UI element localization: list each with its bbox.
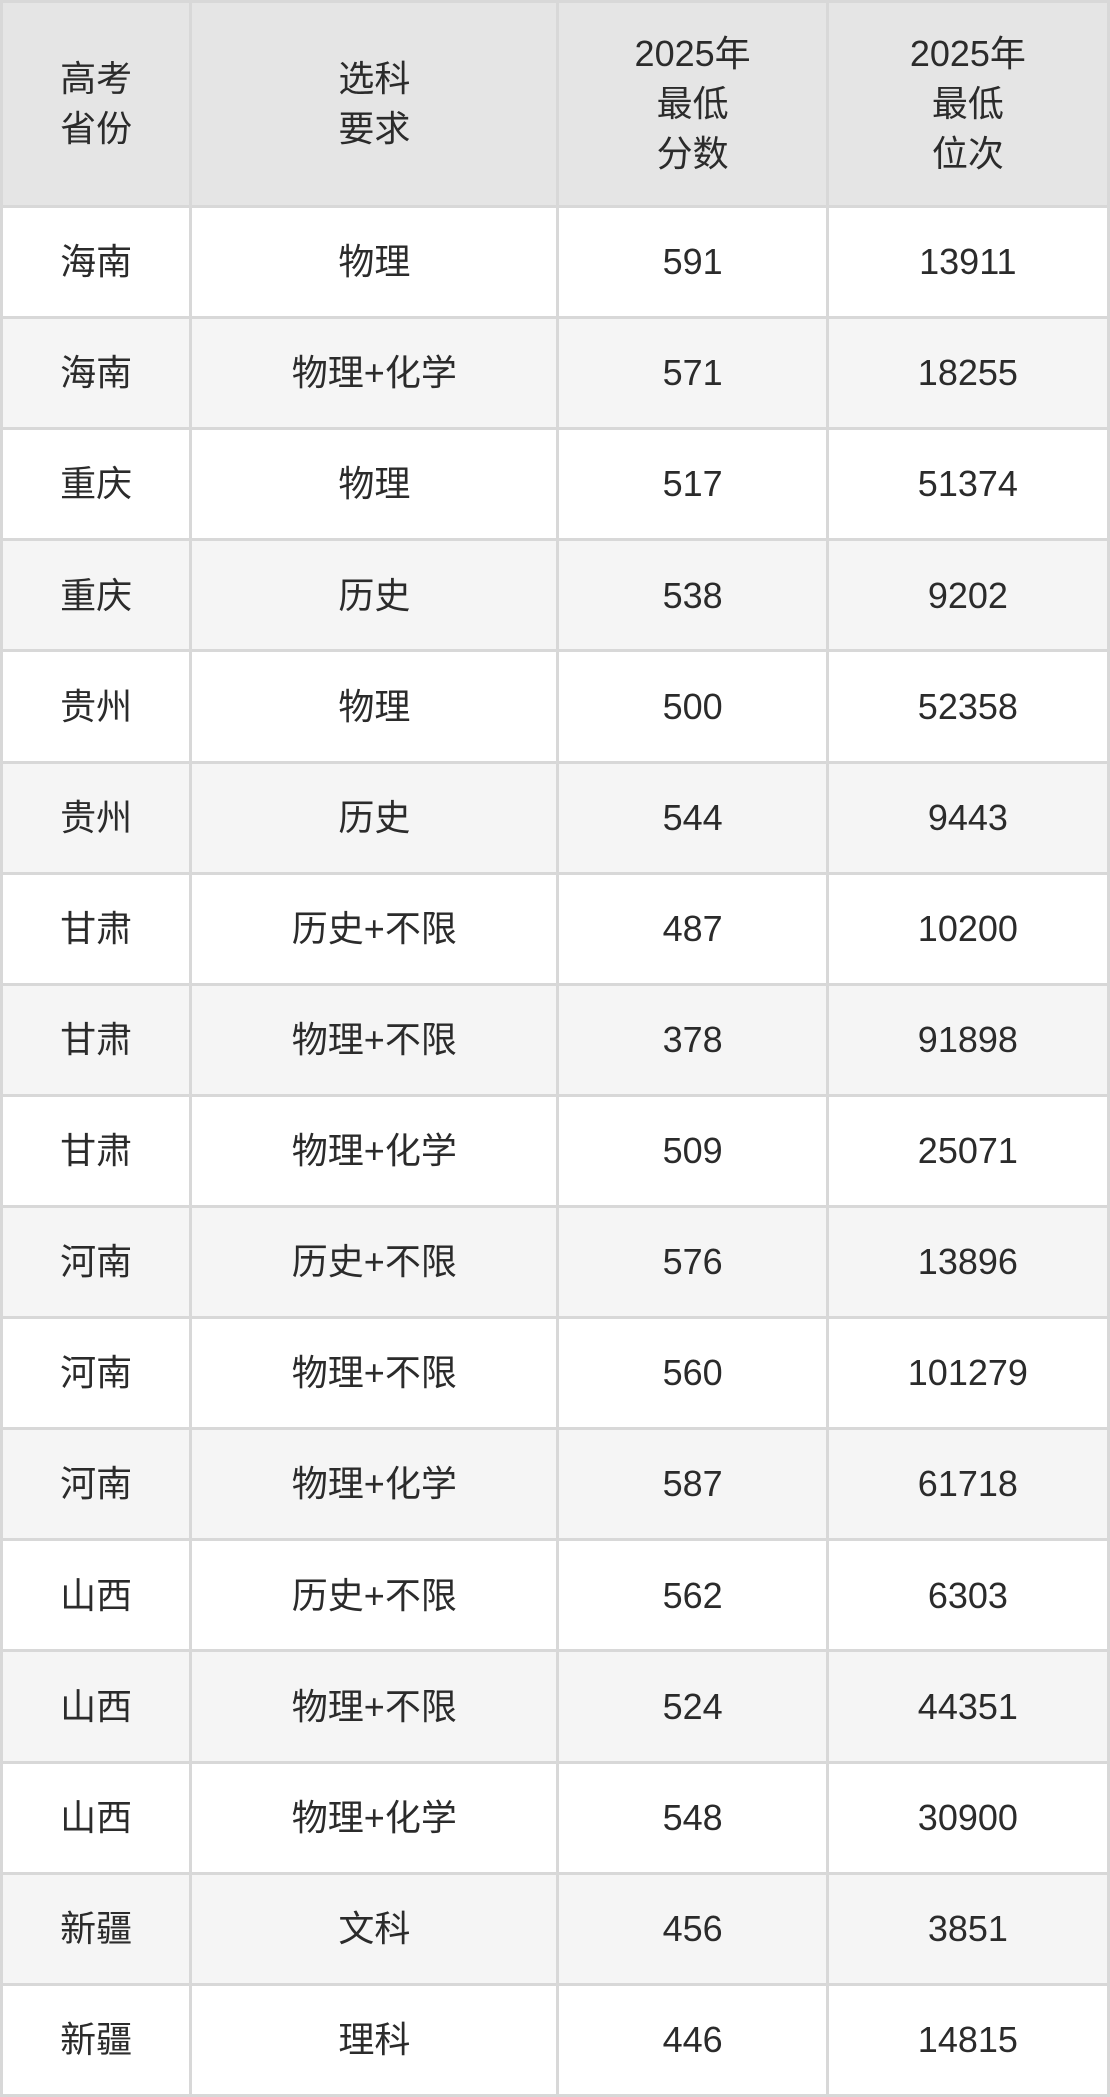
cell-province: 海南	[3, 319, 190, 428]
cell-subject-requirement: 历史+不限	[192, 1541, 557, 1650]
table-row: 山西 物理+不限 524 44351	[3, 1652, 1107, 1761]
table-row: 甘肃 历史+不限 487 10200	[3, 874, 1107, 983]
cell-min-score: 378	[559, 985, 826, 1094]
cell-min-score: 587	[559, 1430, 826, 1539]
cell-min-rank: 44351	[828, 1652, 1107, 1761]
table-row: 山西 历史+不限 562 6303	[3, 1541, 1107, 1650]
cell-province: 山西	[3, 1652, 190, 1761]
cell-province: 甘肃	[3, 874, 190, 983]
cell-province: 河南	[3, 1430, 190, 1539]
cell-subject-requirement: 物理	[192, 208, 557, 317]
cell-province: 重庆	[3, 430, 190, 539]
table-row: 新疆 理科 446 14815	[3, 1985, 1107, 2094]
cell-subject-requirement: 物理	[192, 652, 557, 761]
cell-min-rank: 18255	[828, 319, 1107, 428]
cell-min-rank: 6303	[828, 1541, 1107, 1650]
cell-subject-requirement: 物理+化学	[192, 1763, 557, 1872]
cell-min-score: 560	[559, 1319, 826, 1428]
cell-subject-requirement: 历史	[192, 763, 557, 872]
cell-province: 山西	[3, 1763, 190, 1872]
cell-min-rank: 51374	[828, 430, 1107, 539]
header-min-score-2025: 2025年 最低 分数	[559, 3, 826, 205]
cell-subject-requirement: 物理+不限	[192, 985, 557, 1094]
cell-min-rank: 10200	[828, 874, 1107, 983]
cell-min-score: 500	[559, 652, 826, 761]
cell-min-score: 517	[559, 430, 826, 539]
cell-min-rank: 3851	[828, 1874, 1107, 1983]
table-row: 重庆 历史 538 9202	[3, 541, 1107, 650]
cell-subject-requirement: 物理+化学	[192, 1096, 557, 1205]
cell-min-score: 487	[559, 874, 826, 983]
cell-min-rank: 91898	[828, 985, 1107, 1094]
cell-subject-requirement: 物理+不限	[192, 1652, 557, 1761]
cell-subject-requirement: 物理	[192, 430, 557, 539]
cell-min-rank: 101279	[828, 1319, 1107, 1428]
cell-subject-requirement: 文科	[192, 1874, 557, 1983]
cell-min-score: 562	[559, 1541, 826, 1650]
table-row: 重庆 物理 517 51374	[3, 430, 1107, 539]
cell-province: 新疆	[3, 1985, 190, 2094]
cell-province: 新疆	[3, 1874, 190, 1983]
cell-province: 山西	[3, 1541, 190, 1650]
cell-province: 海南	[3, 208, 190, 317]
cell-subject-requirement: 历史	[192, 541, 557, 650]
cell-province: 甘肃	[3, 985, 190, 1094]
cell-min-rank: 13911	[828, 208, 1107, 317]
cell-min-rank: 9443	[828, 763, 1107, 872]
cell-subject-requirement: 物理+化学	[192, 1430, 557, 1539]
table-row: 甘肃 物理+化学 509 25071	[3, 1096, 1107, 1205]
cell-subject-requirement: 历史+不限	[192, 1207, 557, 1317]
cell-subject-requirement: 物理+化学	[192, 319, 557, 428]
cell-min-score: 456	[559, 1874, 826, 1983]
cell-min-rank: 30900	[828, 1763, 1107, 1872]
header-province: 高考 省份	[3, 3, 190, 205]
table-row: 河南 历史+不限 576 13896	[3, 1207, 1107, 1317]
cell-province: 重庆	[3, 541, 190, 650]
cell-min-rank: 61718	[828, 1430, 1107, 1539]
cell-min-score: 548	[559, 1763, 826, 1872]
cell-min-score: 544	[559, 763, 826, 872]
cell-province: 河南	[3, 1319, 190, 1428]
cell-province: 贵州	[3, 652, 190, 761]
cell-min-score: 524	[559, 1652, 826, 1761]
table-row: 山西 物理+化学 548 30900	[3, 1763, 1107, 1872]
table-row: 甘肃 物理+不限 378 91898	[3, 985, 1107, 1094]
cell-min-score: 571	[559, 319, 826, 428]
cell-min-rank: 52358	[828, 652, 1107, 761]
cell-min-score: 509	[559, 1096, 826, 1205]
header-row: 高考 省份 选科 要求 2025年 最低 分数 2025年 最低 位次	[3, 3, 1107, 205]
cell-min-score: 576	[559, 1207, 826, 1317]
cell-min-score: 591	[559, 208, 826, 317]
cell-min-score: 538	[559, 541, 826, 650]
cell-min-rank: 9202	[828, 541, 1107, 650]
header-subject-requirement: 选科 要求	[192, 3, 557, 205]
cell-province: 河南	[3, 1207, 190, 1317]
table-row: 新疆 文科 456 3851	[3, 1874, 1107, 1983]
header-min-rank-2025: 2025年 最低 位次	[828, 3, 1107, 205]
table-row: 河南 物理+不限 560 101279	[3, 1319, 1107, 1428]
cell-min-rank: 25071	[828, 1096, 1107, 1205]
cell-subject-requirement: 历史+不限	[192, 874, 557, 983]
cell-subject-requirement: 理科	[192, 1985, 557, 2094]
cell-min-rank: 14815	[828, 1985, 1107, 2094]
table-row: 海南 物理+化学 571 18255	[3, 319, 1107, 428]
cell-subject-requirement: 物理+不限	[192, 1319, 557, 1428]
table-body: 海南 物理 591 13911 海南 物理+化学 571 18255 重庆 物理…	[3, 208, 1107, 2094]
table-row: 贵州 历史 544 9443	[3, 763, 1107, 872]
cell-province: 贵州	[3, 763, 190, 872]
cell-min-score: 446	[559, 1985, 826, 2094]
table-row: 海南 物理 591 13911	[3, 208, 1107, 317]
table-row: 贵州 物理 500 52358	[3, 652, 1107, 761]
cell-province: 甘肃	[3, 1096, 190, 1205]
table-row: 河南 物理+化学 587 61718	[3, 1430, 1107, 1539]
cell-min-rank: 13896	[828, 1207, 1107, 1317]
